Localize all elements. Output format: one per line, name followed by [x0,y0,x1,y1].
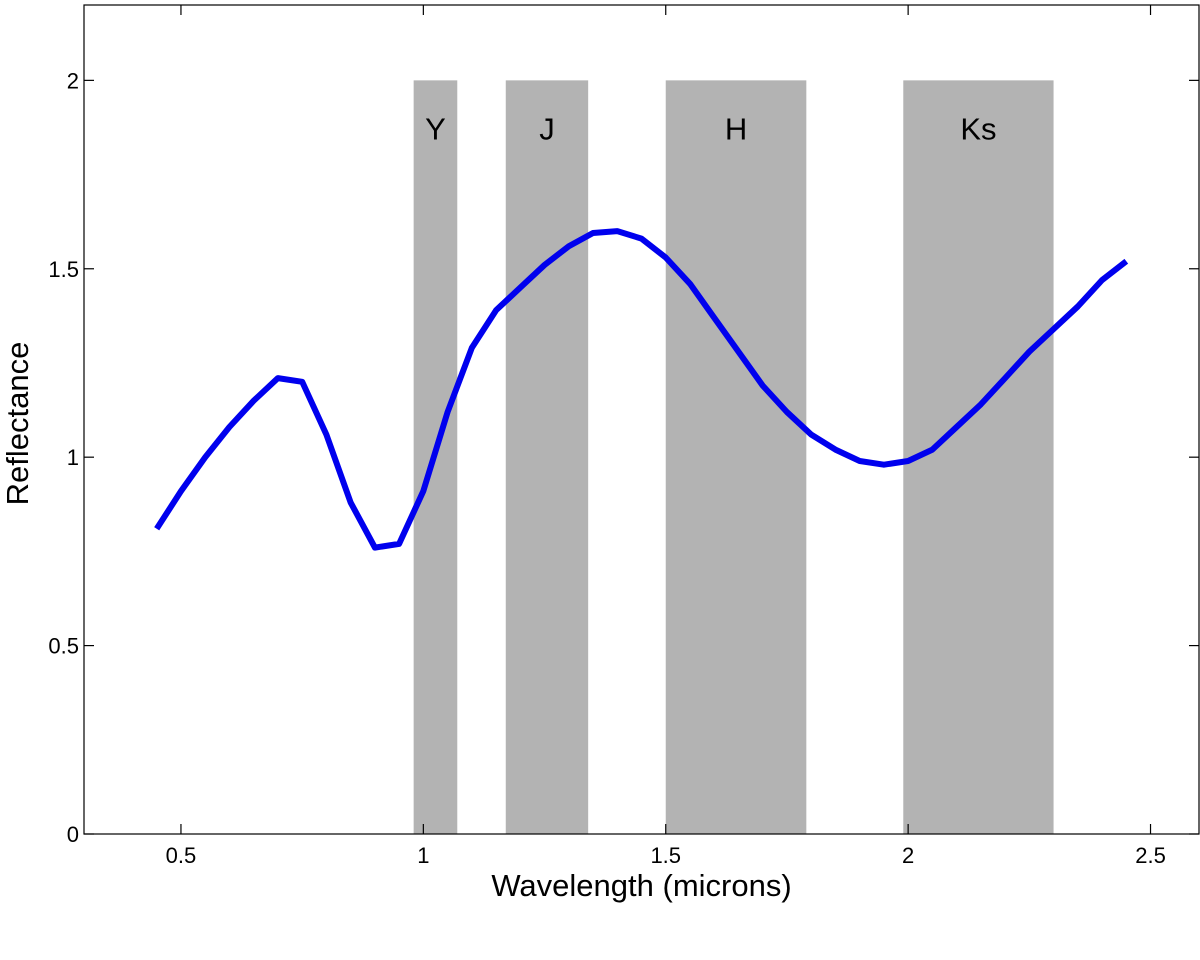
x-tick-label: 2 [902,843,914,868]
y-tick-label: 1 [67,445,79,470]
x-axis-label: Wavelength (microns) [491,868,791,903]
series-layer [154,228,1129,551]
x-tick-label: 0.5 [166,843,197,868]
band-label-y: Y [425,111,446,146]
reflectance-line [154,228,1129,551]
band-labels: Y J H Ks [425,111,996,146]
x-tick-label: 1.5 [650,843,681,868]
y-axis-ticks: 0 0.5 1 1.5 2 [48,68,1199,847]
plot-frame [83,4,1200,835]
band-h [665,80,807,834]
band-label-h: H [725,111,747,146]
x-tick-label: 2.5 [1135,843,1166,868]
x-axis-ticks: 0.5 1 1.5 2 2.5 [166,5,1166,868]
band-label-j: J [539,111,555,146]
y-axis-label: Reflectance [0,342,35,506]
y-tick-label: 2 [67,68,79,93]
band-ks [903,80,1054,834]
band-j [505,80,589,834]
y-tick-label: 0.5 [48,634,79,659]
x-tick-label: 1 [417,843,429,868]
band-label-ks: Ks [960,111,996,146]
y-tick-label: 1.5 [48,257,79,282]
y-tick-label: 0 [67,822,79,847]
wavelength-bands [413,80,1054,834]
